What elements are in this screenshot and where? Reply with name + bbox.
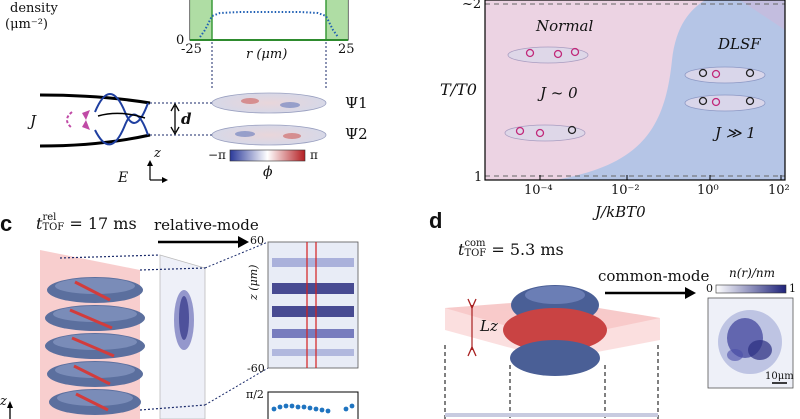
- x-ticks: [539, 175, 782, 180]
- energy-axis-label: E: [118, 170, 129, 186]
- phase-diagram-x-label: J/kBT0: [595, 203, 646, 221]
- density-edge-right: [326, 0, 348, 40]
- lz-label: Lz: [480, 317, 498, 335]
- phase-colorbar: [229, 149, 306, 162]
- tof-com-superscript: com: [464, 237, 486, 249]
- colorbar-min: 0: [706, 282, 713, 295]
- phase-subplot-frame: [267, 391, 359, 419]
- tof-com-symbol: t: [458, 240, 465, 259]
- y-tick-top: ~2: [462, 0, 482, 12]
- colorbar-max: 1: [789, 282, 796, 295]
- density-label: density: [10, 1, 58, 16]
- region-dlsf-label: DLSF: [718, 35, 761, 53]
- panel-d-letter: d: [429, 208, 443, 233]
- x-tick-1e-2: 10⁻²: [611, 183, 640, 198]
- fringe-y-tick-bottom: -60: [247, 362, 265, 375]
- density-x-label: r (μm): [246, 47, 288, 62]
- cloud-bottom: [510, 340, 600, 376]
- cloud-middle: [503, 308, 607, 352]
- z-axis-label: z: [154, 146, 161, 161]
- panel-c-letter: c: [0, 211, 13, 236]
- tof-symbol: t: [36, 214, 43, 233]
- dlsf-disc-bottom: [684, 94, 766, 112]
- relative-mode-label: relative-mode: [154, 216, 259, 234]
- tunneling-arrow: [66, 111, 73, 129]
- tof-value: = 17 ms: [69, 214, 137, 233]
- colorbar-title: n(r)/nm: [729, 266, 775, 280]
- phase-diagram-y-label: T/T0: [440, 80, 477, 99]
- density-edge-left: [190, 0, 212, 40]
- wavefunction-lower: [94, 113, 149, 146]
- panel-c-z-axis: z: [0, 394, 7, 409]
- normal-disc-top: [507, 46, 589, 64]
- dlsf-coupling-label: J ≫ 1: [715, 124, 756, 142]
- x-tick-1e-4: 10⁻⁴: [524, 183, 553, 198]
- fringe-y-tick-top: 60: [250, 234, 264, 247]
- well-lines: [39, 93, 151, 148]
- cloud-stack: [45, 277, 145, 415]
- panel-d-tof: t com TOF = 5.3 ms: [458, 237, 564, 261]
- psi2-label: Ψ2: [345, 125, 368, 143]
- layer-spacing-label: d: [181, 110, 192, 128]
- density-x-tick-left: -25: [181, 42, 202, 57]
- corner-region: [740, 0, 785, 30]
- phase-colorbar-label: ϕ: [263, 164, 273, 180]
- tof-com-value: = 5.3 ms: [491, 240, 564, 259]
- phase-points: [271, 403, 355, 414]
- psi1-label: Ψ1: [345, 94, 368, 112]
- common-mode-label: common-mode: [598, 267, 710, 285]
- panel-c-tof: t rel TOF = 17 ms: [36, 211, 137, 235]
- x-tick-1e0: 10⁰: [697, 183, 719, 198]
- phase-diagram-frame: [484, 0, 786, 181]
- density-unit: (μm⁻²): [5, 17, 48, 32]
- density-colorbar: [715, 284, 787, 294]
- phase-tick: π/2: [246, 388, 264, 401]
- x-tick-1e2: 10²: [768, 183, 790, 198]
- tof-com-subscript: TOF: [464, 247, 487, 259]
- phase-max-label: π: [310, 148, 318, 162]
- density-x-tick-right: 25: [338, 42, 355, 57]
- density-profile: [199, 11, 339, 38]
- y-tick-bottom: 1: [474, 170, 483, 185]
- scale-bar-label: 10μm: [765, 371, 794, 382]
- dlsf-disc-top: [684, 66, 766, 84]
- tof-subscript: TOF: [42, 221, 65, 233]
- normal-disc-bottom: [504, 124, 586, 142]
- density-y-tick-zero: 0: [176, 33, 185, 48]
- dlsf-region: [555, 0, 785, 180]
- tof-superscript: rel: [42, 211, 57, 223]
- normal-coupling-label: J ~ 0: [540, 84, 578, 102]
- region-normal-label: Normal: [536, 17, 594, 35]
- tunneling-J-label: J: [30, 112, 37, 130]
- phase-min-label: −π: [208, 148, 226, 162]
